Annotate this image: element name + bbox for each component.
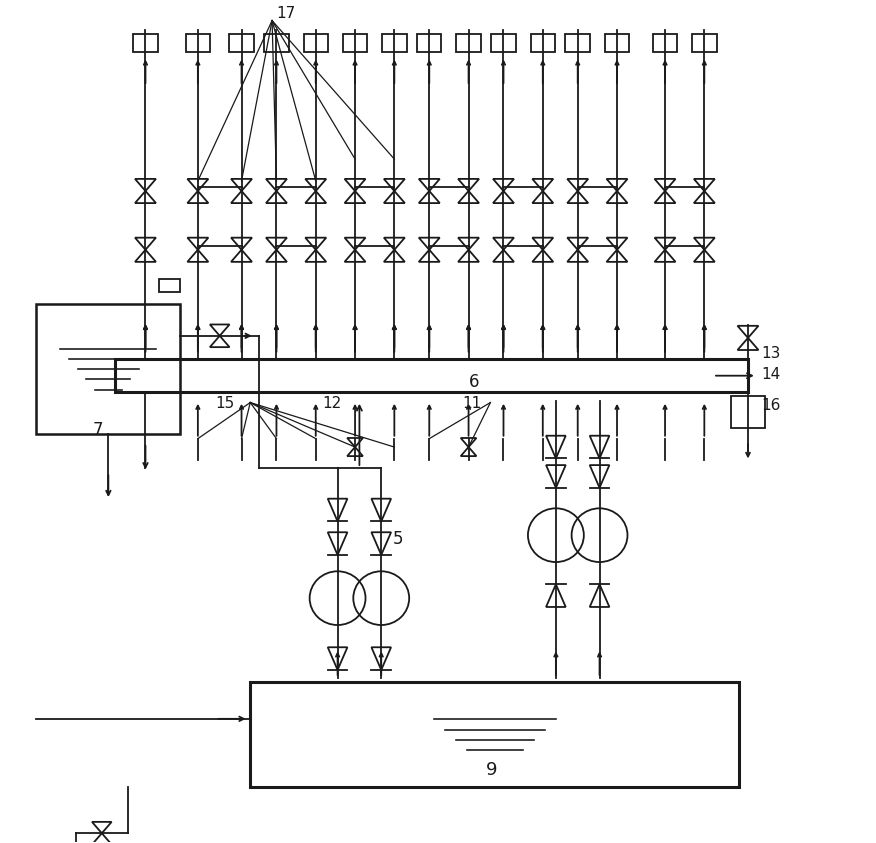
Text: 6: 6 <box>469 373 479 390</box>
Bar <box>133 34 158 52</box>
Text: 13: 13 <box>761 346 781 362</box>
Bar <box>36 304 180 434</box>
Bar <box>303 34 328 52</box>
Text: 11: 11 <box>463 396 482 411</box>
Bar <box>417 34 442 52</box>
Bar <box>604 34 629 52</box>
Bar <box>382 34 406 52</box>
Text: 12: 12 <box>321 396 341 411</box>
Bar <box>731 396 766 427</box>
Text: 5: 5 <box>392 530 403 549</box>
Bar <box>531 34 555 52</box>
Bar <box>653 34 677 52</box>
Bar <box>115 359 748 393</box>
Bar <box>456 34 481 52</box>
Text: 14: 14 <box>761 368 781 383</box>
Bar <box>343 34 367 52</box>
Bar <box>692 34 717 52</box>
Text: 16: 16 <box>761 398 781 412</box>
Bar <box>566 34 590 52</box>
Bar <box>230 34 254 52</box>
Text: 17: 17 <box>277 6 296 20</box>
Text: 7: 7 <box>93 422 103 439</box>
Text: 9: 9 <box>486 761 498 779</box>
Bar <box>186 34 210 52</box>
Bar <box>491 34 516 52</box>
Bar <box>159 279 180 292</box>
Bar <box>251 682 739 787</box>
Bar <box>265 34 289 52</box>
Text: 15: 15 <box>215 396 235 411</box>
